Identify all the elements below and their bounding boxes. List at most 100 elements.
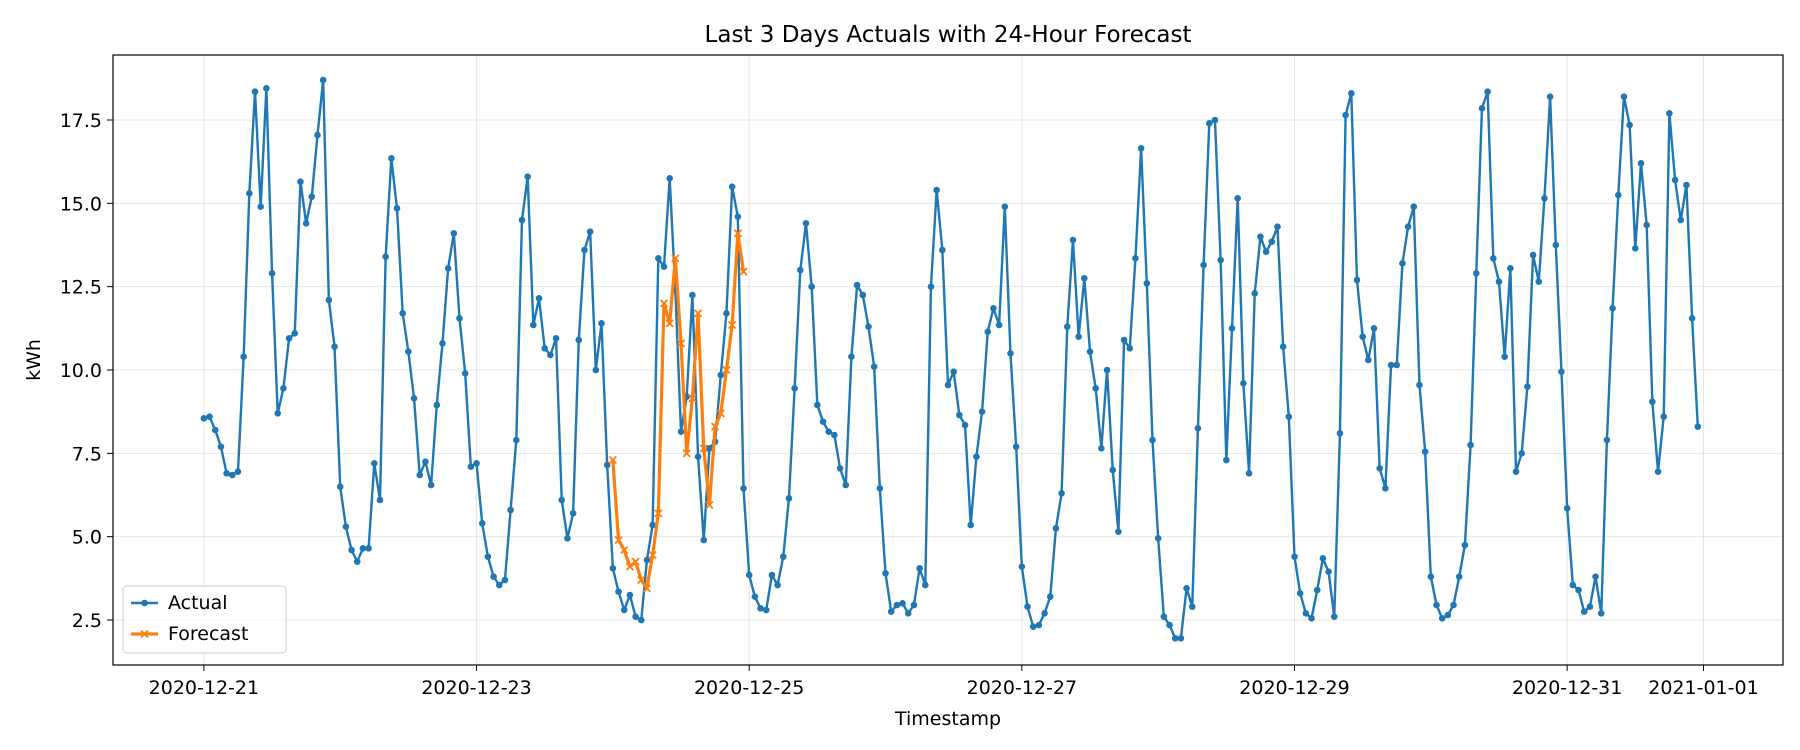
data-point-actual [541, 345, 548, 352]
data-point-actual [1046, 593, 1054, 600]
data-point-actual [1614, 191, 1622, 199]
data-point-actual [1279, 343, 1287, 350]
data-point-actual [745, 571, 753, 579]
data-point-actual [978, 408, 986, 415]
data-point-actual [649, 521, 656, 529]
data-point-actual [444, 265, 452, 272]
data-point-actual [1313, 586, 1321, 594]
data-point-actual [637, 616, 645, 624]
data-point-actual [779, 553, 787, 560]
data-point-actual [808, 283, 815, 290]
data-point-actual [1399, 260, 1406, 267]
data-point-actual [893, 601, 901, 609]
data-point-actual [1308, 615, 1315, 622]
data-point-actual [422, 458, 429, 465]
data-point-actual [1558, 368, 1565, 375]
data-point-actual [762, 606, 770, 614]
data-point-actual [1262, 248, 1270, 255]
data-point-actual [1677, 216, 1685, 224]
data-point-actual [1478, 105, 1486, 112]
data-point-actual [598, 320, 605, 327]
data-point-actual [819, 418, 827, 425]
data-point-actual [1285, 413, 1293, 420]
data-point-actual [1296, 590, 1304, 597]
data-point-actual [677, 428, 685, 435]
data-point-actual [1421, 448, 1429, 455]
data-point-forecast [648, 550, 657, 560]
data-point-actual [200, 415, 208, 422]
data-point-actual [314, 131, 321, 139]
data-point-actual [535, 295, 543, 302]
data-point-actual [1461, 541, 1469, 549]
data-point-actual [484, 553, 492, 560]
data-point-actual [473, 460, 480, 467]
data-point-forecast [682, 449, 691, 458]
data-point-actual [984, 328, 992, 335]
data-point-actual [1671, 176, 1679, 184]
data-point-actual [564, 535, 571, 542]
data-point-actual [280, 385, 287, 392]
data-point-forecast [699, 444, 708, 453]
data-point-actual [365, 545, 372, 552]
data-point-actual [1063, 323, 1071, 330]
data-point-forecast [716, 409, 725, 418]
data-point-actual [717, 371, 725, 379]
data-point-actual [825, 428, 833, 435]
data-point-forecast [693, 309, 703, 318]
data-point-actual [1490, 255, 1497, 262]
data-point-actual [870, 363, 878, 370]
data-point-actual [1444, 611, 1452, 619]
legend: Actual Forecast [122, 585, 287, 654]
data-point-actual [1370, 325, 1378, 332]
legend-marker-forecast-icon [140, 629, 149, 639]
data-point-actual [933, 186, 940, 194]
data-point-actual [694, 453, 702, 460]
data-point-actual [348, 546, 355, 554]
data-point-actual [1342, 111, 1349, 119]
data-point-actual [251, 88, 259, 95]
y-tick-label: 10.0 [60, 360, 102, 382]
data-point-actual [1240, 380, 1247, 387]
y-tick-label: 7.5 [72, 443, 102, 465]
data-point-actual [904, 610, 912, 617]
data-point-actual [268, 270, 276, 277]
data-point-actual [1291, 553, 1298, 560]
data-point-actual [1376, 465, 1383, 472]
data-point-actual [410, 395, 418, 402]
data-point-actual [1535, 278, 1543, 285]
x-tick-label: 2021-01-01 [1648, 677, 1758, 699]
data-point-actual [1518, 450, 1526, 457]
legend-marker-actual-icon [141, 599, 148, 607]
data-point-forecast [671, 254, 680, 263]
data-point-actual [1501, 353, 1508, 360]
data-point-actual [1109, 466, 1117, 474]
data-point-actual [1069, 236, 1077, 244]
data-point-actual [939, 246, 946, 254]
data-point-actual [1393, 361, 1401, 369]
data-point-forecast [620, 545, 629, 555]
data-point-actual [655, 255, 662, 262]
data-point-actual [1330, 613, 1338, 620]
y-tick-label: 2.5 [72, 610, 102, 632]
data-point-actual [359, 545, 367, 552]
data-point-actual [853, 281, 861, 289]
data-point-actual [751, 593, 759, 600]
data-point-actual [370, 460, 378, 467]
data-point-actual [1643, 221, 1650, 229]
data-point-actual [450, 230, 458, 237]
data-point-actual [461, 370, 469, 377]
data-point-actual [791, 385, 798, 392]
data-point-actual [581, 246, 588, 254]
data-point-actual [1580, 608, 1588, 615]
series-actual [200, 76, 1702, 642]
data-point-actual [865, 323, 872, 330]
data-point-actual [882, 570, 889, 577]
data-point-actual [950, 368, 957, 375]
data-point-forecast [665, 319, 674, 328]
data-point-actual [1637, 160, 1645, 167]
data-point-actual [1302, 610, 1310, 617]
data-point-actual [1177, 635, 1185, 642]
data-point-actual [643, 556, 651, 564]
data-point-actual [956, 411, 963, 419]
series-forecast [608, 229, 748, 593]
